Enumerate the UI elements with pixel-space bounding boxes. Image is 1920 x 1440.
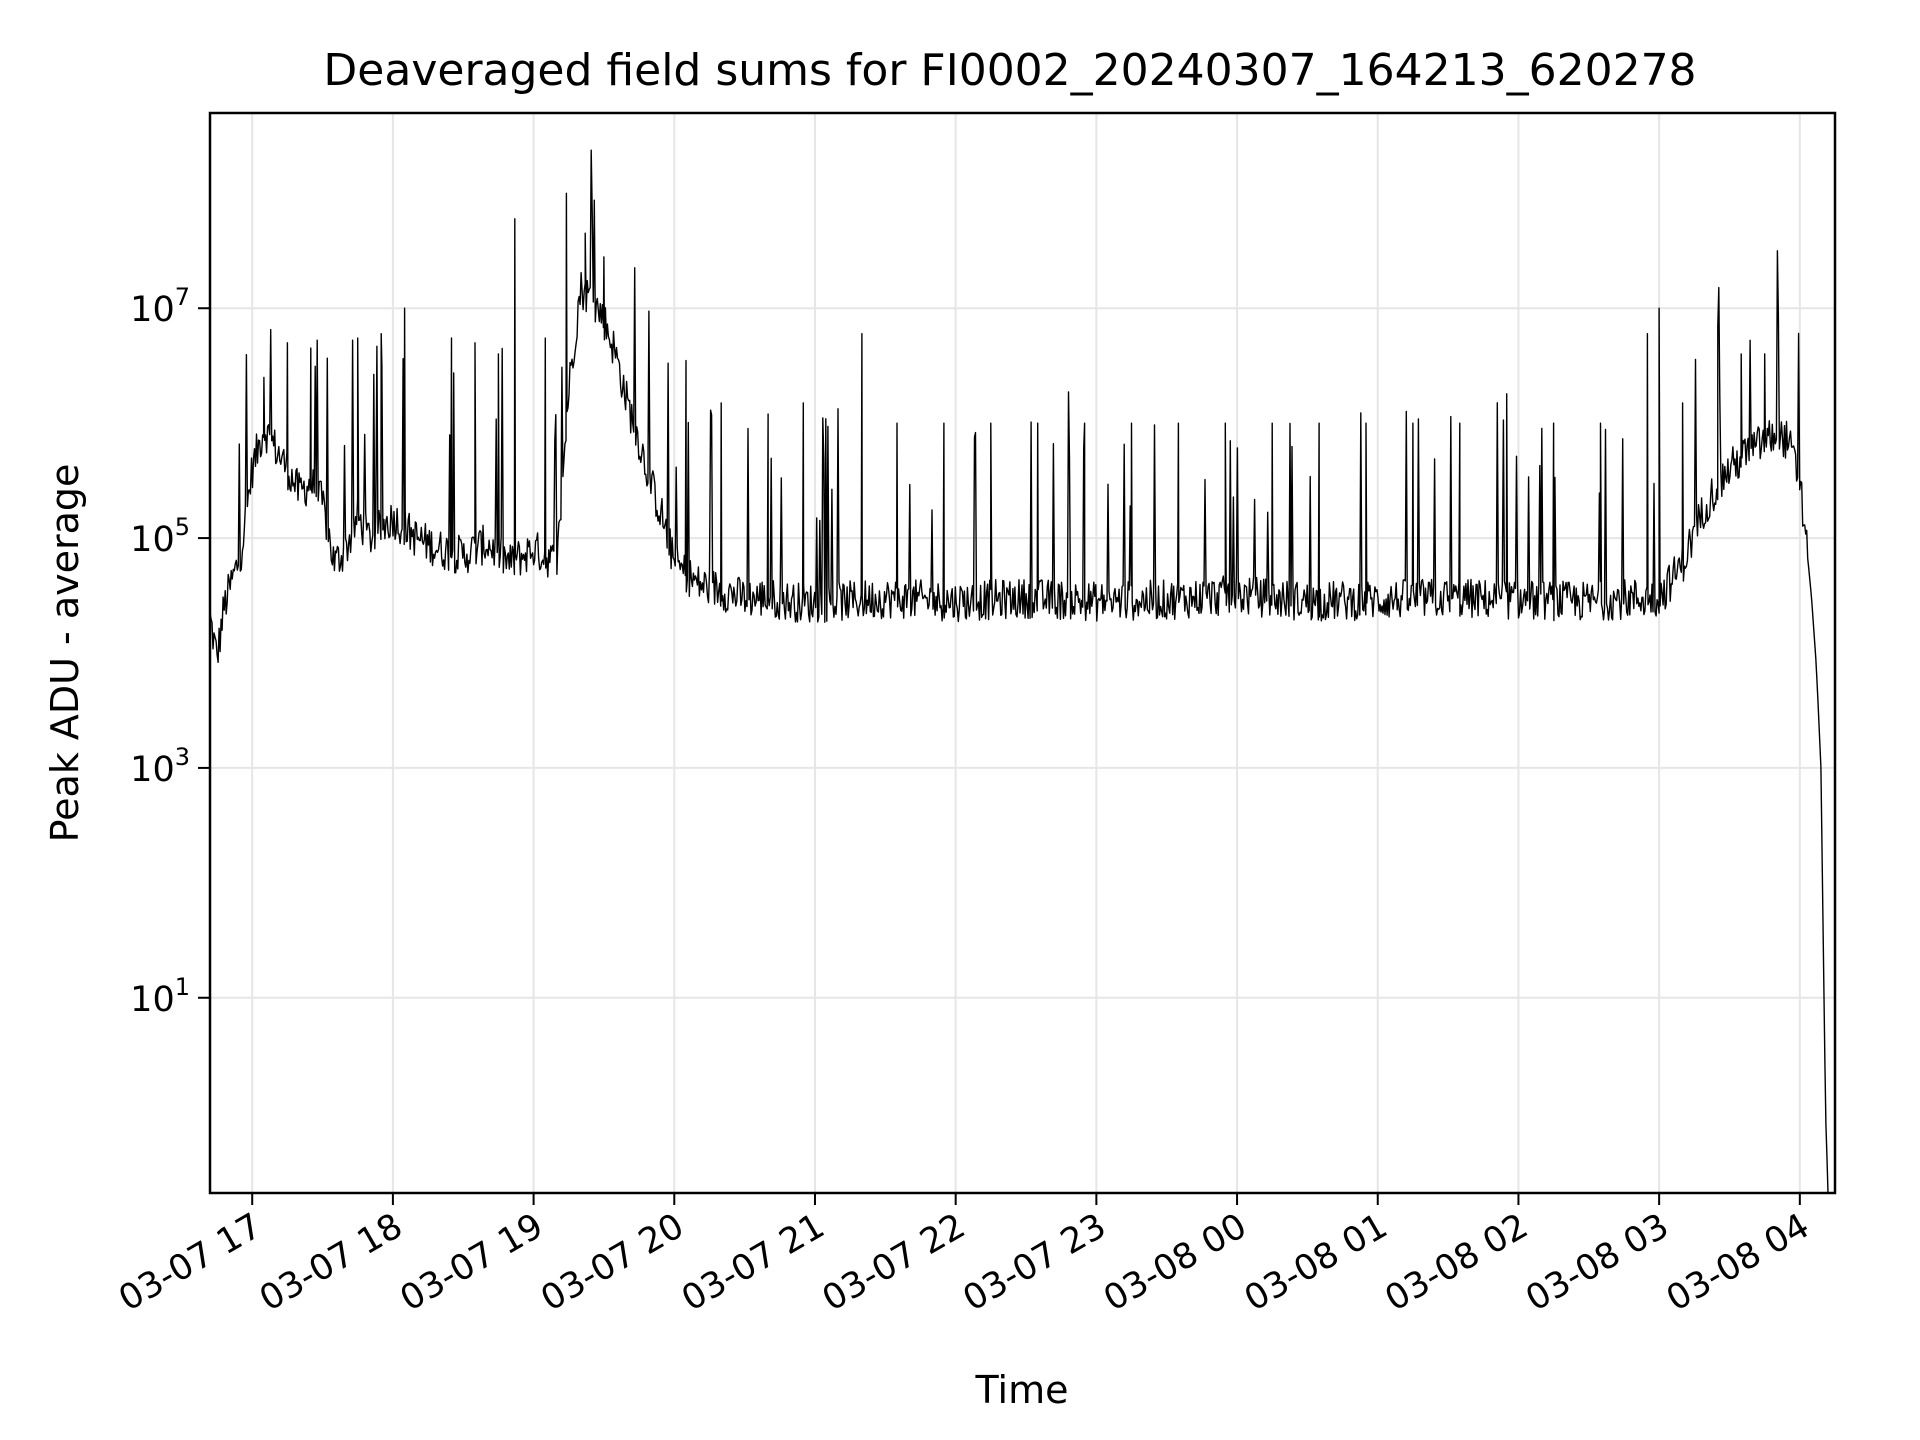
x-tick-label: 03-08 04 [1660,1206,1816,1319]
grid-lines [210,113,1835,1193]
x-tick-label: 03-08 00 [1097,1206,1253,1319]
y-tick-label: 105 [130,513,190,560]
y-tick-label: 101 [130,973,190,1020]
plot-area [209,149,1829,1194]
y-tick-label: 107 [130,283,190,330]
x-tick-label: 03-08 01 [1238,1206,1394,1319]
x-tick-label: 03-07 23 [957,1206,1113,1319]
x-axis-label: Time [975,1368,1069,1412]
y-tick-label: 103 [130,743,190,790]
y-axis: 101 103 105 107 [130,283,210,1020]
x-tick-label: 03-07 18 [253,1206,409,1319]
x-tick-label: 03-07 20 [534,1206,690,1319]
x-tick-label: 03-07 21 [675,1206,831,1319]
plot-frame [208,111,1837,1195]
chart-title: Deaveraged field sums for FI0002_2024030… [323,45,1696,96]
x-tick-label: 03-07 17 [112,1206,268,1319]
x-tick-label: 03-08 02 [1379,1206,1535,1319]
x-tick-label: 03-07 22 [816,1206,972,1319]
y-axis-label: Peak ADU - average [43,464,87,843]
x-tick-label: 03-07 19 [394,1206,550,1319]
series-line [209,149,1829,1194]
x-tick-label: 03-08 03 [1519,1206,1675,1319]
